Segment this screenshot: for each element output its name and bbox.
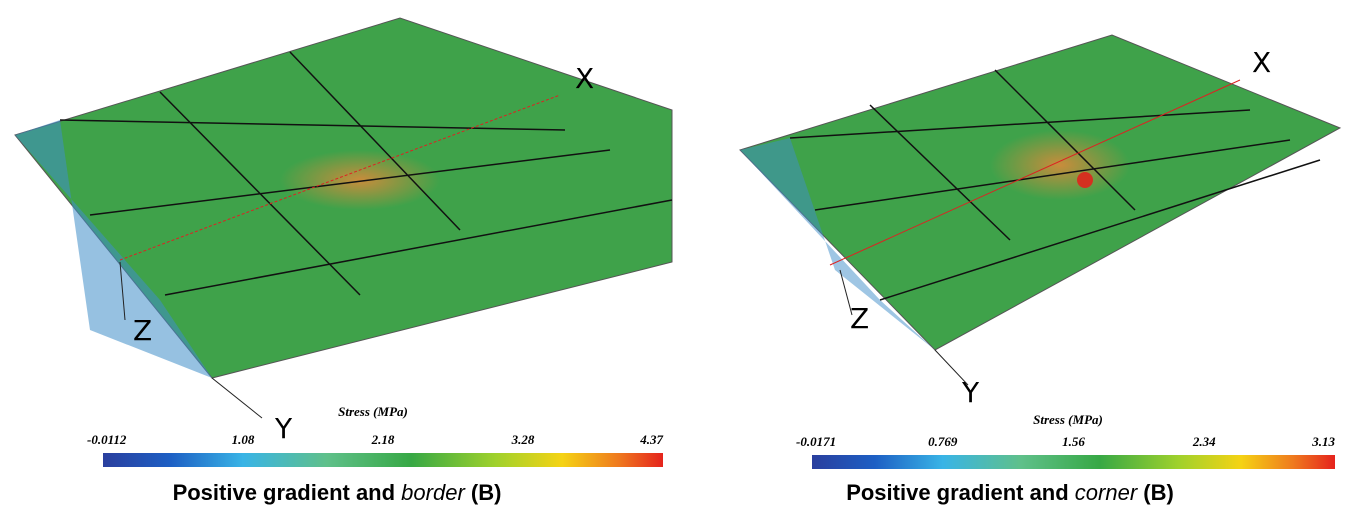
colorbar-tick-label: 0.769 bbox=[928, 434, 958, 449]
colorbar-title: Stress (MPa) bbox=[338, 404, 408, 419]
colorbar-tick-label: 4.37 bbox=[639, 432, 663, 447]
caption: Positive gradient and border (B) bbox=[173, 480, 502, 505]
caption: Positive gradient and corner (B) bbox=[846, 480, 1174, 505]
caption-text: Positive gradient and bbox=[846, 480, 1075, 505]
colorbar bbox=[812, 455, 1335, 469]
axis-label: Y bbox=[274, 412, 293, 445]
colorbar-tick-label: 3.28 bbox=[511, 432, 535, 447]
colorbar-tick-label: 2.34 bbox=[1192, 434, 1216, 449]
axis-label: X bbox=[1252, 46, 1271, 79]
figure: X Z Y X Z Y Stress (MPa) Stress (MPa) Po… bbox=[0, 0, 1346, 514]
plate bbox=[15, 18, 672, 418]
caption-emphasis: border bbox=[401, 480, 466, 505]
plate bbox=[740, 35, 1340, 385]
colorbar-tick-label: -0.0171 bbox=[796, 434, 836, 449]
axis-label: X bbox=[575, 62, 594, 95]
axis-label: Z bbox=[133, 314, 152, 347]
colorbar-title: Stress (MPa) bbox=[1033, 412, 1103, 427]
caption-text: Positive gradient and bbox=[173, 480, 402, 505]
caption-emphasis: corner bbox=[1075, 480, 1139, 505]
colorbar-tick-label: 3.13 bbox=[1311, 434, 1335, 449]
axis-label: Y bbox=[961, 376, 980, 409]
axis-label: Z bbox=[850, 302, 869, 335]
caption-text: (B) bbox=[465, 480, 502, 505]
colorbar-tick-label: 1.08 bbox=[232, 432, 255, 447]
colorbar-tick-label: 1.56 bbox=[1062, 434, 1085, 449]
colorbar-tick-label: -0.0112 bbox=[87, 432, 127, 447]
colorbar bbox=[103, 453, 663, 467]
colorbar-tick-label: 2.18 bbox=[371, 432, 395, 447]
caption-text: (B) bbox=[1137, 480, 1174, 505]
